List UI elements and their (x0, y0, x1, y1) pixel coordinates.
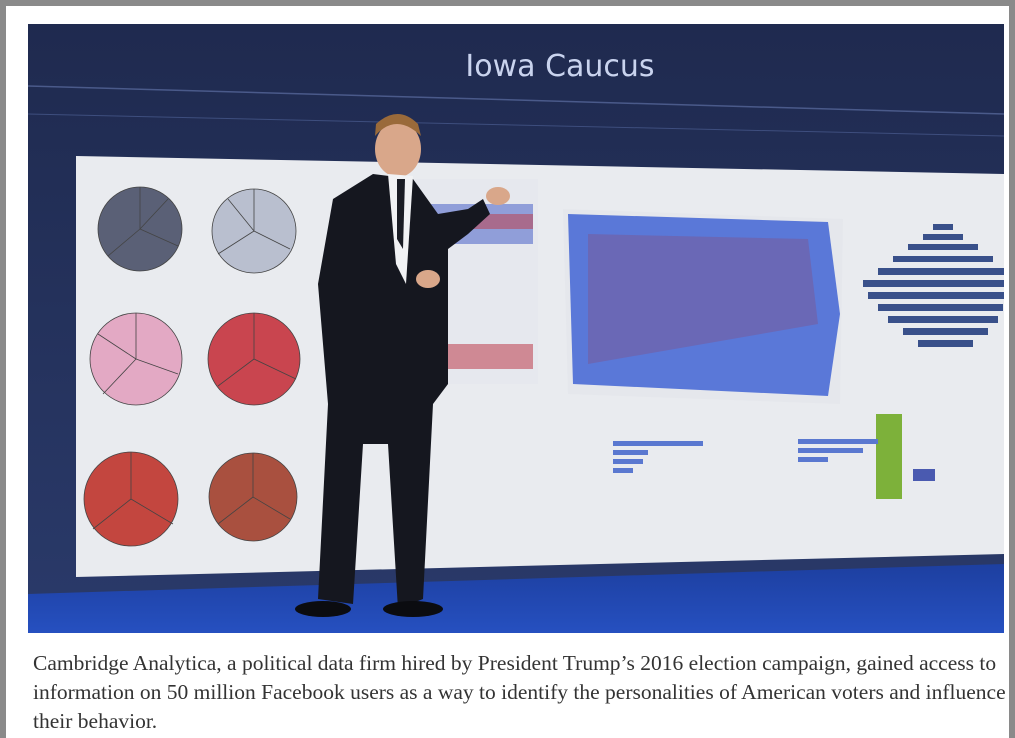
ethnicity-bar (913, 469, 935, 481)
ethnicity-bar (876, 414, 902, 499)
frame: Iowa Caucus (0, 0, 1015, 738)
screen-title: Iowa Caucus (465, 49, 654, 84)
caption: Cambridge Analytica, a political data fi… (33, 649, 1008, 736)
photo: Iowa Caucus (28, 24, 1004, 633)
